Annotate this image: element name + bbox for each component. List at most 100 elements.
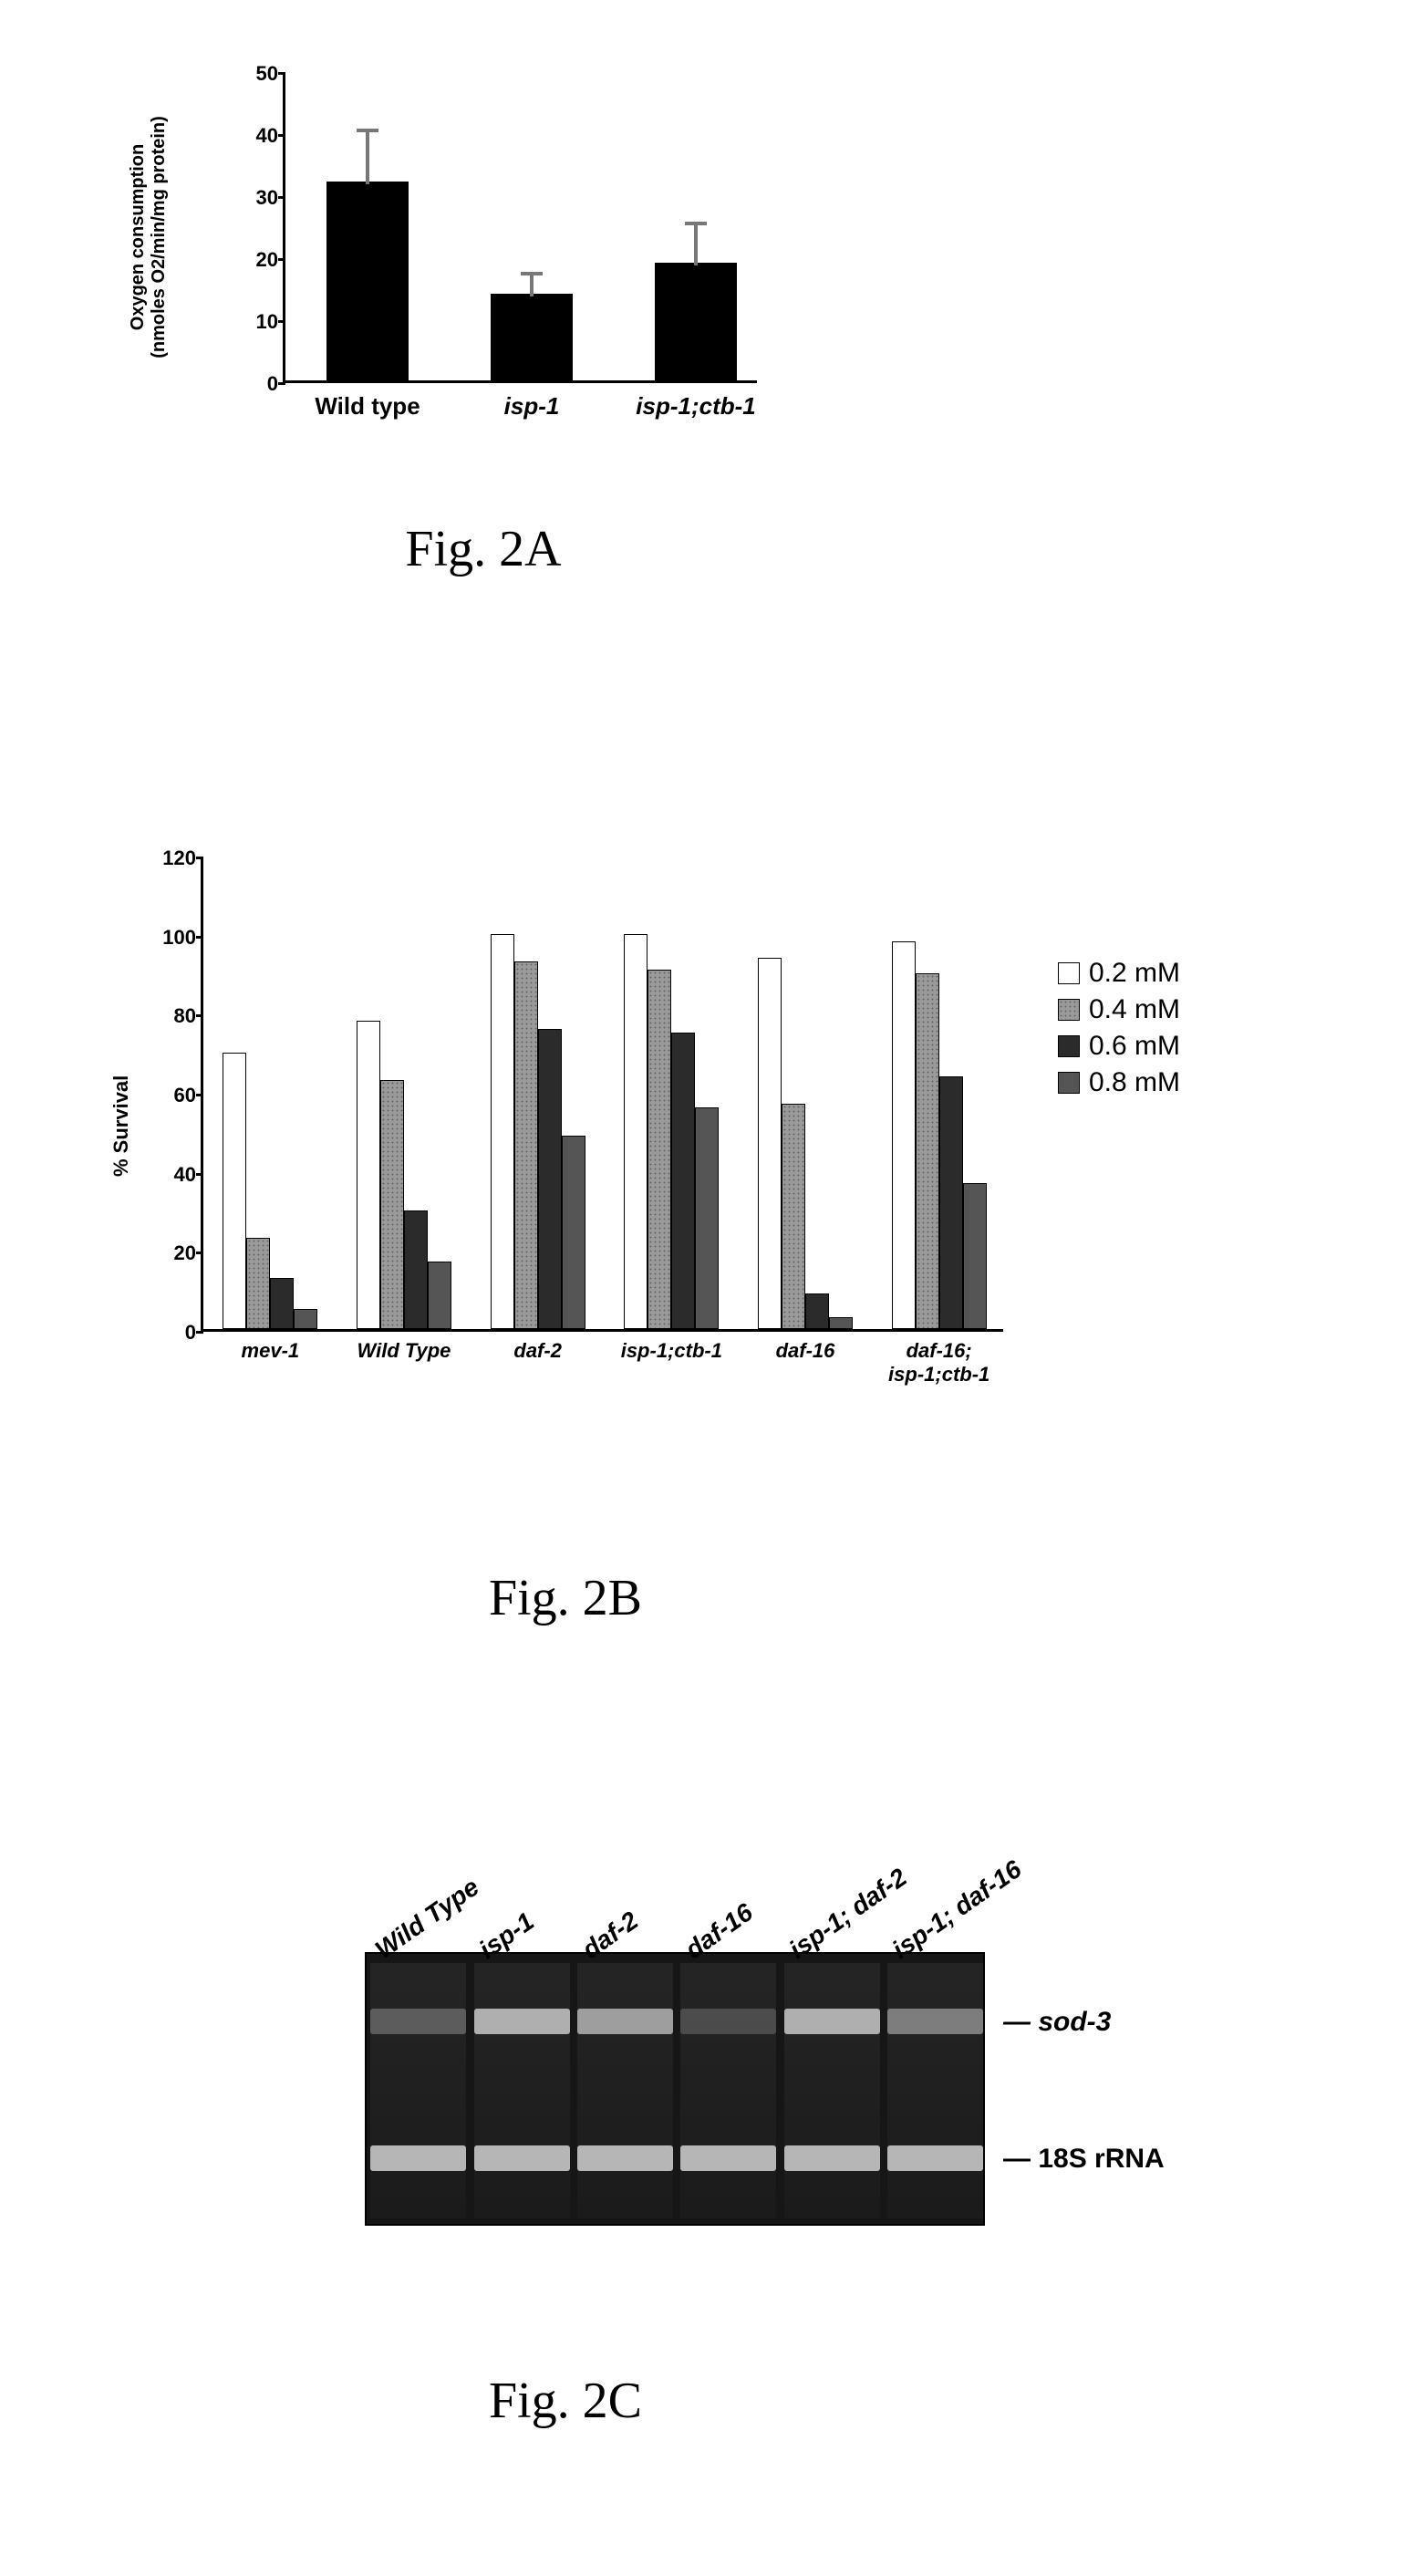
fig2b-ytick-mark [196, 1094, 203, 1096]
fig2b-caption: Fig. 2B [383, 1569, 748, 1627]
fig2a-ylabel: Oxygen consumption (nmoles O2/min/mg pro… [128, 73, 170, 401]
fig2a-block: Oxygen consumption (nmoles O2/min/mg pro… [73, 36, 894, 602]
fig2b-legend-swatch [1058, 962, 1080, 984]
fig2a-error-cap [521, 272, 543, 275]
fig2c-band-sod3 [784, 2009, 880, 2034]
fig2b-xlabel: isp-1;ctb-1 [605, 1339, 739, 1363]
fig2b-bar [491, 934, 514, 1329]
fig2b-bar [805, 1293, 829, 1329]
fig2b-ylabel: % Survival [109, 1075, 133, 1177]
fig2b-ytick-mark [196, 857, 203, 859]
fig2b-ytick-mark [196, 1173, 203, 1176]
fig2b-xlabel: daf-16;isp-1;ctb-1 [872, 1339, 1006, 1387]
fig2a-error-bar [694, 222, 698, 265]
fig2b-bar [695, 1107, 719, 1329]
fig2b-bar [357, 1021, 380, 1329]
fig2b-bar [892, 941, 916, 1329]
fig2b-ytick: 0 [158, 1321, 196, 1345]
fig2c-lane-label: isp-1; daf-16 [886, 1854, 1026, 1965]
fig2c-band-rrna [577, 2145, 673, 2171]
fig2a-caption: Fig. 2A [301, 520, 666, 578]
fig2b-ytick: 60 [158, 1084, 196, 1107]
fig2c-lane-smear [370, 1963, 466, 2218]
fig2b-legend-label: 0.4 mM [1089, 994, 1180, 1025]
fig2b-bar [404, 1210, 428, 1329]
fig2b-bar [782, 1104, 805, 1329]
fig2b-ytick: 100 [158, 926, 196, 950]
fig2b-legend-label: 0.2 mM [1089, 958, 1180, 989]
fig2a-xlabel: isp-1 [463, 392, 600, 421]
fig2b-ytick: 40 [158, 1163, 196, 1187]
fig2a-ytick: 50 [245, 62, 278, 86]
fig2b-ytick-mark [196, 1252, 203, 1254]
fig2b-bar [648, 970, 671, 1329]
fig2b-legend-swatch [1058, 1035, 1080, 1057]
fig2b-bar [270, 1278, 294, 1329]
fig2a-ylabel-line1: Oxygen consumption [128, 73, 149, 401]
fig2b-xlabel: daf-2 [471, 1339, 605, 1363]
fig2c-lane-smear [474, 1963, 570, 2218]
fig2b-plotarea: 020406080100120mev-1Wild Typedaf-2isp-1;… [201, 857, 1003, 1332]
fig2c-lane-smear [887, 1963, 983, 2218]
fig2b-bar [758, 958, 782, 1329]
fig2b-bar [963, 1183, 987, 1329]
fig2b-legend-row: 0.4 mM [1058, 994, 1180, 1025]
fig2b-bar [624, 934, 648, 1329]
fig2a-ylabel-line2: (nmoles O2/min/mg protein) [149, 73, 170, 401]
fig2b-legend-label: 0.8 mM [1089, 1067, 1180, 1098]
fig2c-band-sod3 [680, 2009, 776, 2034]
fig2a-ytick: 0 [245, 372, 278, 396]
fig2b-bar [223, 1053, 246, 1329]
fig2b-legend-row: 0.2 mM [1058, 958, 1180, 989]
fig2a-ytick: 10 [245, 310, 278, 334]
fig2a-ytick-mark [278, 72, 285, 75]
fig2b-chart: % Survival 020406080100120mev-1Wild Type… [55, 839, 1331, 1478]
fig2b-ytick-mark [196, 1331, 203, 1334]
fig2c-gel [365, 1952, 985, 2226]
fig2a-ytick: 20 [245, 248, 278, 272]
fig2b-ytick-mark [196, 936, 203, 939]
fig2c-band-sod3 [474, 2009, 570, 2034]
fig2b-bar [538, 1029, 562, 1329]
fig2b-bar [562, 1136, 585, 1329]
fig2b-legend-swatch [1058, 1072, 1080, 1094]
fig2c-band-rrna [784, 2145, 880, 2171]
fig2b-xlabel: Wild Type [337, 1339, 471, 1363]
fig2b-legend-swatch [1058, 999, 1080, 1021]
fig2a-bar [326, 182, 409, 380]
fig2b-legend-row: 0.8 mM [1058, 1067, 1180, 1098]
fig2a-plotarea: 01020304050Wild typeisp-1isp-1;ctb-1 [283, 73, 757, 383]
fig2b-legend-row: 0.6 mM [1058, 1031, 1180, 1062]
fig2b-ytick: 20 [158, 1241, 196, 1265]
fig2b-ytick: 120 [158, 847, 196, 870]
fig2b-bar [380, 1080, 404, 1329]
fig2b-legend: 0.2 mM 0.4 mM 0.6 mM 0.8 mM [1058, 958, 1180, 1104]
fig2a-ytick-mark [278, 382, 285, 385]
fig2c-band-rrna [887, 2145, 983, 2171]
fig2c-lane-smear [680, 1963, 776, 2218]
fig2c-side-label-rrna: — 18S rRNA [1003, 2144, 1165, 2175]
fig2c-block: Wild Typeisp-1daf-2daf-16isp-1; daf-2isp… [128, 1788, 1222, 2353]
fig2a-error-bar [530, 272, 534, 296]
fig2c-band-sod3 [577, 2009, 673, 2034]
fig2a-xlabel: isp-1;ctb-1 [627, 392, 764, 421]
fig2a-xlabel: Wild type [299, 392, 436, 421]
fig2b-bar [294, 1309, 317, 1329]
fig2c-band-sod3 [887, 2009, 983, 2034]
fig2c-band-rrna [680, 2145, 776, 2171]
fig2b-block: % Survival 020406080100120mev-1Wild Type… [55, 839, 1331, 1551]
fig2a-error-cap [685, 222, 707, 225]
fig2a-ytick-mark [278, 258, 285, 261]
fig2a-error-cap [357, 129, 378, 132]
fig2a-ytick-mark [278, 196, 285, 199]
fig2a-ytick-mark [278, 320, 285, 323]
fig2b-ytick-mark [196, 1014, 203, 1017]
fig2b-bar [246, 1238, 270, 1329]
fig2b-bar [428, 1262, 451, 1329]
fig2b-bar [829, 1317, 853, 1329]
fig2b-xlabel: mev-1 [203, 1339, 337, 1363]
fig2b-ytick: 80 [158, 1004, 196, 1028]
fig2b-bar [916, 973, 939, 1329]
fig2c-band-sod3 [370, 2009, 466, 2034]
fig2c-caption: Fig. 2C [383, 2372, 748, 2430]
